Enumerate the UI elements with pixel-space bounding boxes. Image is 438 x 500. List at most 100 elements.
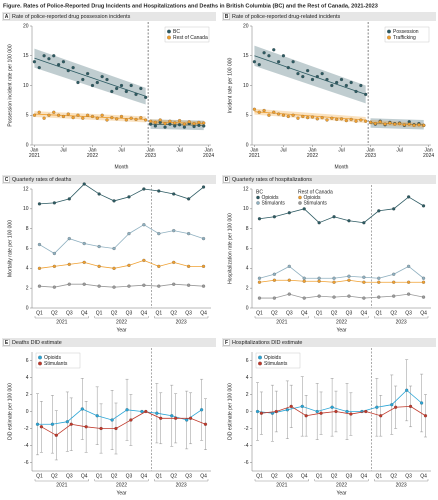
data-point xyxy=(285,408,289,412)
legend-label: Stimulants xyxy=(304,200,328,206)
x-tick-label: Q1 xyxy=(36,310,43,316)
data-point xyxy=(378,120,382,124)
data-point xyxy=(287,292,291,296)
x-tick-label: Q3 xyxy=(286,310,293,316)
data-point xyxy=(148,122,153,126)
x-tick-label: Q3 xyxy=(346,473,353,479)
x-tick-label: Q2 xyxy=(390,473,397,479)
x-tick-label: Q4 xyxy=(81,473,88,479)
data-point xyxy=(153,124,157,128)
data-point xyxy=(69,422,73,426)
x-tick-label: Q2 xyxy=(111,310,118,316)
data-point xyxy=(300,404,304,408)
data-point xyxy=(392,294,396,298)
series-line xyxy=(261,405,426,417)
x-tick-label: Jan 2023 xyxy=(145,148,156,160)
data-point xyxy=(127,284,131,288)
data-point xyxy=(82,260,86,264)
x-tick-label: Q1 xyxy=(155,473,162,479)
group-bracket xyxy=(94,316,149,319)
data-point xyxy=(325,118,329,122)
data-point xyxy=(377,295,381,299)
data-point xyxy=(368,120,373,124)
x-tick-label: Q4 xyxy=(301,310,308,316)
data-point xyxy=(129,418,133,422)
y-axis-label: Mortality rate per 100 000 xyxy=(7,220,13,277)
group-label: 2022 xyxy=(336,482,347,488)
panel-header xyxy=(222,175,436,184)
data-point xyxy=(32,113,37,117)
y-axis-label: Incident rate per 100 000 xyxy=(227,57,233,113)
group-label: 2023 xyxy=(396,319,407,325)
x-tick-label: Jul xyxy=(280,148,286,154)
data-point xyxy=(37,202,42,206)
panel: B Rate of police-reported drug-related in… xyxy=(222,12,436,170)
data-point xyxy=(317,221,321,225)
data-point xyxy=(274,409,278,414)
y-tick-label: 4 xyxy=(246,266,249,272)
x-tick-label: Jan 2022 xyxy=(307,148,318,160)
data-point xyxy=(112,246,116,251)
data-point xyxy=(112,285,116,289)
data-point xyxy=(325,77,329,82)
data-point xyxy=(262,51,266,55)
data-point xyxy=(119,83,124,88)
y-tick-label: -4 xyxy=(244,443,249,449)
series-line xyxy=(39,224,204,254)
data-point xyxy=(423,414,428,418)
data-point xyxy=(61,60,66,64)
data-point xyxy=(306,69,310,73)
group-label: 2021 xyxy=(276,482,287,488)
data-point xyxy=(330,405,334,409)
data-point xyxy=(110,89,114,94)
data-point xyxy=(35,422,40,426)
group-bracket xyxy=(254,316,309,319)
legend-box xyxy=(35,352,81,369)
data-point xyxy=(315,409,319,414)
y-tick-label: 4 xyxy=(26,375,29,381)
data-point xyxy=(37,110,41,114)
series-line xyxy=(259,293,424,299)
data-point xyxy=(182,125,186,129)
data-point xyxy=(57,63,61,67)
x-tick-label: Jul xyxy=(118,148,124,154)
x-tick-label: Jul xyxy=(176,148,182,154)
data-point xyxy=(267,113,271,117)
data-point xyxy=(421,204,426,208)
data-point xyxy=(272,110,276,114)
legend-marker xyxy=(298,201,302,205)
data-point xyxy=(252,107,257,111)
y-tick-label: 2 xyxy=(26,285,29,291)
series-line xyxy=(39,259,204,269)
fit-band xyxy=(254,45,366,104)
data-point xyxy=(306,116,310,120)
data-point xyxy=(185,418,189,422)
y-tick-label: 6 xyxy=(246,358,249,364)
x-tick-label: Q2 xyxy=(390,310,397,316)
panel-letter-box xyxy=(223,13,230,20)
data-point xyxy=(332,280,336,284)
data-point xyxy=(272,215,276,219)
data-point xyxy=(37,266,42,270)
x-tick-label: Q3 xyxy=(185,310,192,316)
data-point xyxy=(332,276,336,280)
y-tick-label: 8 xyxy=(246,226,249,232)
x-tick-label: Q2 xyxy=(271,473,278,479)
data-point xyxy=(90,114,95,119)
group-label: 2022 xyxy=(116,319,127,325)
data-point xyxy=(32,60,37,64)
data-point xyxy=(405,388,409,392)
data-point xyxy=(188,416,193,420)
data-point xyxy=(202,124,206,128)
panel-title: Rate of police-reported drug-related inc… xyxy=(232,14,340,20)
data-point xyxy=(362,280,366,284)
data-point xyxy=(201,284,206,288)
data-point xyxy=(339,77,344,82)
data-point xyxy=(192,124,196,129)
data-point xyxy=(364,119,368,123)
x-tick-label: Jan 2024 xyxy=(203,148,214,160)
data-point xyxy=(158,118,162,122)
y-tick-label: 20 xyxy=(23,23,29,29)
data-point xyxy=(330,83,334,88)
legend-label: Stimulants xyxy=(262,200,286,206)
